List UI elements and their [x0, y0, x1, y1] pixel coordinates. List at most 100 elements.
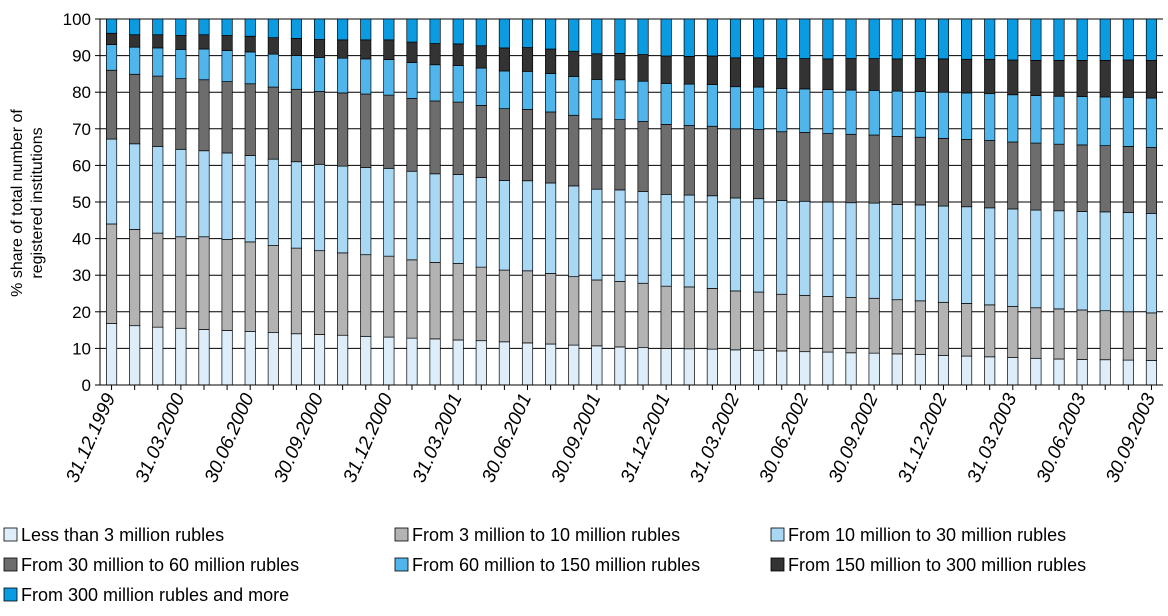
- bar-segment-series-1: [406, 259, 418, 339]
- bar-segment-series-1: [984, 304, 996, 358]
- bar-segment-series-2: [776, 200, 788, 295]
- x-tick-label: 31.03.2000: [132, 390, 190, 486]
- y-tick-label: 80: [72, 83, 91, 102]
- bar-segment-series-6: [1145, 18, 1157, 61]
- bar-segment-series-1: [1145, 312, 1157, 361]
- legend-swatch: [770, 527, 785, 542]
- bar-segment-series-1: [891, 299, 903, 355]
- bar-segment-series-6: [845, 18, 857, 59]
- y-tick-label: 0: [82, 376, 91, 395]
- bar-segment-series-0: [868, 352, 880, 386]
- bar-segment-series-3: [175, 78, 187, 150]
- bar-segment-series-2: [937, 205, 950, 303]
- bar-segment-series-3: [290, 88, 302, 163]
- x-tick-label: 31.03.2002: [686, 390, 744, 486]
- bar-segment-series-4: [383, 59, 395, 96]
- bar-segment-series-1: [337, 252, 349, 336]
- bar-segment-series-4: [337, 57, 349, 94]
- y-axis-label-line-2: registered institutions: [29, 127, 46, 278]
- bar-segment-series-4: [1076, 96, 1088, 146]
- bar-segment-series-3: [614, 119, 626, 191]
- bar-segment-series-2: [1007, 208, 1019, 307]
- bar-segment-series-0: [360, 335, 372, 386]
- bar-segment-series-4: [406, 62, 418, 99]
- bar-segment-series-3: [984, 140, 996, 209]
- bar-segment-series-5: [475, 45, 487, 69]
- bar-segment-series-5: [799, 58, 811, 90]
- bar-segment-series-6: [914, 18, 926, 59]
- bar-segment-series-3: [1053, 143, 1065, 212]
- bar-segment-series-5: [129, 34, 141, 48]
- bar-segment-series-0: [614, 346, 626, 386]
- bar-segment-series-6: [337, 18, 349, 41]
- y-tick-label: 10: [72, 339, 91, 358]
- bar-segment-series-0: [175, 327, 187, 386]
- bar-segment-series-1: [753, 291, 765, 351]
- bar-segment-series-3: [637, 121, 649, 192]
- bar-segment-series-0: [753, 349, 765, 386]
- bar-segment-series-5: [521, 47, 534, 72]
- bar-segment-series-3: [105, 69, 118, 140]
- bar-segment-series-2: [1030, 209, 1042, 309]
- bar-segment-series-0: [105, 323, 118, 386]
- bar-segment-series-0: [1145, 360, 1157, 386]
- bar-segment-series-2: [660, 193, 672, 287]
- x-tick-label: 31.03.2003: [963, 390, 1021, 486]
- bar-segment-series-2: [498, 180, 510, 271]
- bar-segment-series-5: [337, 39, 349, 59]
- bar-segment-series-3: [498, 108, 510, 181]
- bar-segment-series-6: [475, 18, 487, 47]
- x-tick-label: 30.06.2002: [756, 390, 814, 486]
- bar-segment-series-1: [1076, 309, 1088, 360]
- bar-segment-series-5: [105, 32, 118, 45]
- bar-segment-series-3: [753, 129, 765, 200]
- bar-segment-series-6: [452, 18, 464, 45]
- bar-segment-series-3: [937, 137, 950, 207]
- bar-segment-series-4: [984, 93, 996, 141]
- bar-segment-series-6: [799, 18, 811, 59]
- bar-segment-series-4: [221, 50, 233, 82]
- bar-segment-series-5: [175, 35, 187, 50]
- bar-segment-series-6: [637, 18, 649, 55]
- legend-label: From 10 million to 30 million rubles: [788, 525, 1066, 545]
- bar-segment-series-1: [660, 285, 672, 349]
- bar-segment-series-3: [1122, 146, 1134, 213]
- bar-segment-series-2: [822, 201, 834, 297]
- bar-segment-series-6: [429, 18, 441, 44]
- bar-segment-series-3: [198, 79, 210, 152]
- bar-segment-series-1: [706, 288, 718, 350]
- bar-segment-series-0: [845, 352, 857, 386]
- bar-segment-series-0: [221, 330, 233, 386]
- bar-segment-series-1: [1099, 310, 1111, 361]
- bar-segment-series-4: [937, 91, 950, 139]
- bar-segment-series-0: [290, 333, 302, 386]
- bar-segment-series-5: [822, 58, 834, 90]
- bar-segment-series-5: [221, 35, 233, 51]
- bar-segment-series-6: [1122, 18, 1134, 61]
- bar-segment-series-6: [891, 18, 903, 60]
- bar-segment-series-3: [683, 125, 695, 196]
- bar-segment-series-3: [1076, 144, 1088, 212]
- bar-segment-series-4: [660, 83, 672, 125]
- bar-segment-series-0: [706, 348, 718, 386]
- bar-segment-series-0: [383, 336, 395, 386]
- bar-segment-series-4: [498, 70, 510, 110]
- bar-segment-series-4: [729, 86, 742, 130]
- bar-segment-series-0: [776, 350, 788, 386]
- y-axis-label-line-1: % share of total number of: [9, 109, 26, 297]
- bar-segment-series-1: [729, 290, 742, 351]
- bar-segment-series-0: [198, 329, 210, 386]
- x-tick-label: 31.12.1999: [62, 390, 120, 486]
- bar-segment-series-1: [290, 247, 302, 335]
- y-tick-label: 100: [63, 10, 91, 29]
- bar-segment-series-2: [290, 161, 302, 249]
- bar-segment-series-2: [614, 189, 626, 282]
- bar-segment-series-5: [383, 39, 395, 60]
- bar-segment-series-5: [1076, 60, 1088, 97]
- x-tick-label: 30.06.2003: [1033, 390, 1091, 486]
- bar-segment-series-1: [868, 297, 880, 354]
- bar-segment-series-6: [521, 18, 534, 48]
- bar-segment-series-6: [591, 18, 603, 55]
- bar-segment-series-6: [105, 18, 118, 34]
